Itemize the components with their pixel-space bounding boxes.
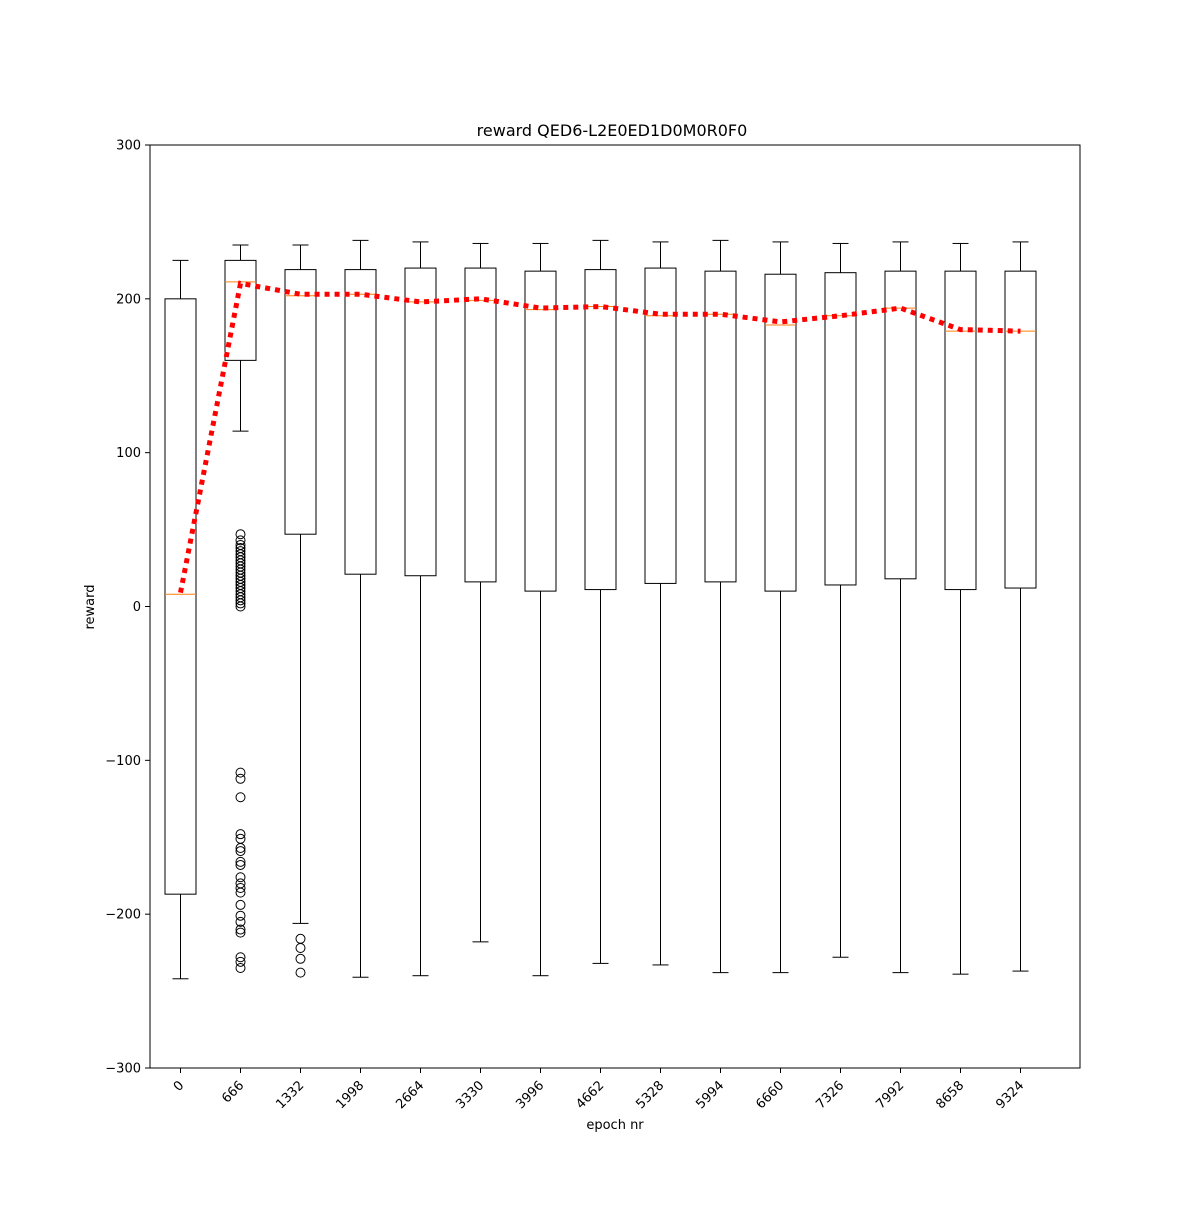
outlier-point <box>236 900 245 909</box>
box-iqr <box>525 271 556 591</box>
y-tick-label: −300 <box>105 1062 141 1077</box>
x-axis: 0 666 1332 1998 2664 3330 3996 4662 5328 5994 6660… <box>171 1068 1027 1112</box>
box-4662 <box>585 240 616 963</box>
box-7992 <box>885 242 916 973</box>
y-tick-label: 200 <box>116 292 141 307</box>
box-iqr <box>585 270 616 590</box>
x-tick-label: 7992 <box>873 1078 907 1112</box>
box-5328 <box>645 242 676 965</box>
outlier-point <box>236 964 245 973</box>
box-iqr <box>465 268 496 582</box>
box-0 <box>165 260 196 978</box>
box-3330 <box>465 243 496 941</box>
box-1332 <box>285 245 316 977</box>
box-iqr <box>825 273 856 585</box>
y-tick-label: 100 <box>116 446 141 461</box>
x-tick-label: 1998 <box>333 1078 367 1112</box>
x-tick-label: 9324 <box>993 1078 1027 1112</box>
outlier-point <box>296 934 305 943</box>
box-6660 <box>765 242 796 973</box>
y-tick-label: −100 <box>105 754 141 769</box>
box-1998 <box>345 240 376 977</box>
x-tick-label: 3330 <box>453 1078 487 1112</box>
outlier-point <box>296 954 305 963</box>
mean-line <box>181 283 1021 592</box>
box-iqr <box>1005 271 1036 588</box>
x-tick-label: 1332 <box>273 1078 307 1112</box>
box-3996 <box>525 243 556 975</box>
chart-title: reward QED6-L2E0ED1D0M0R0F0 <box>477 121 748 140</box>
x-tick-label: 5328 <box>633 1078 667 1112</box>
outlier-point <box>236 774 245 783</box>
outlier-point <box>296 968 305 977</box>
box-iqr <box>345 270 376 575</box>
x-tick-label: 0 <box>171 1078 187 1094</box>
y-tick-label: 0 <box>133 600 141 615</box>
box-5994 <box>705 240 736 972</box>
x-axis-label: epoch nr <box>586 1118 644 1133</box>
box-iqr <box>765 274 796 591</box>
x-tick-label: 8658 <box>933 1078 967 1112</box>
plot-area-frame <box>150 145 1080 1068</box>
x-tick-label: 666 <box>219 1078 247 1106</box>
outlier-point <box>296 944 305 953</box>
y-axis: −300 −200 −100 0 100 200 300 <box>105 139 150 1077</box>
outlier-point <box>236 793 245 802</box>
box-7326 <box>825 243 856 957</box>
x-tick-label: 6660 <box>753 1078 787 1112</box>
box-iqr <box>285 270 316 535</box>
x-tick-label: 5994 <box>693 1078 727 1112</box>
box-8658 <box>945 243 976 974</box>
x-tick-label: 4662 <box>573 1078 607 1112</box>
box-9324 <box>1005 242 1036 971</box>
box-iqr <box>165 299 196 894</box>
x-tick-label: 2664 <box>393 1078 427 1112</box>
box-iqr <box>705 271 736 582</box>
mean-line-group <box>180 283 1020 592</box>
box-iqr <box>945 271 976 589</box>
box-2664 <box>405 242 436 976</box>
y-tick-label: 300 <box>116 139 141 154</box>
y-tick-label: −200 <box>105 908 141 923</box>
y-axis-label: reward <box>83 584 98 629</box>
x-tick-label: 3996 <box>513 1078 547 1112</box>
box-iqr <box>405 268 436 576</box>
boxes-group <box>165 240 1036 978</box>
box-666 <box>225 245 256 973</box>
box-iqr <box>885 271 916 579</box>
x-tick-label: 7326 <box>813 1078 847 1112</box>
